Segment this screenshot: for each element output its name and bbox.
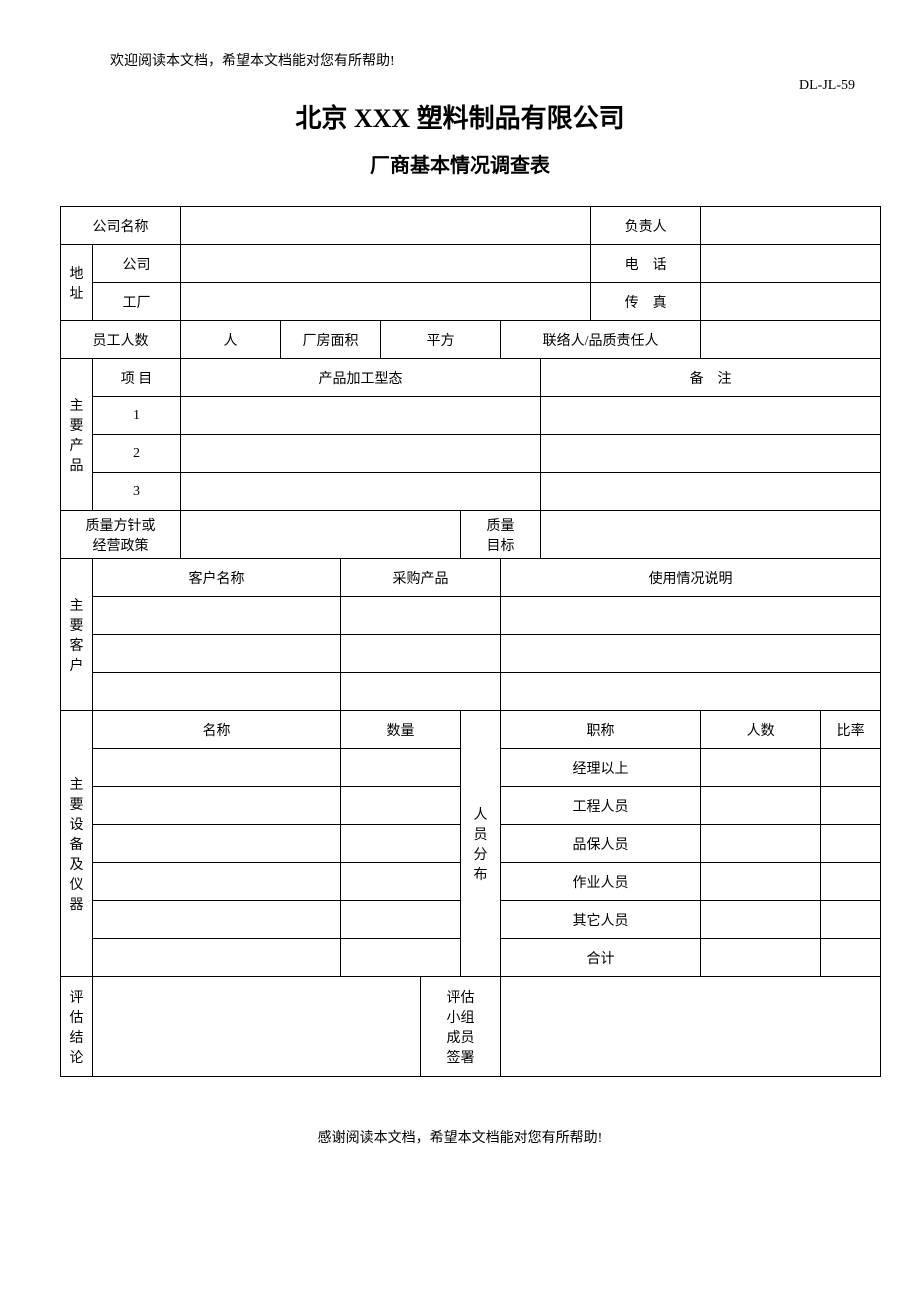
label-purchase-product: 采购产品 — [341, 559, 501, 597]
label-item: 项 目 — [93, 359, 181, 397]
label-company-name: 公司名称 — [61, 207, 181, 245]
label-eval-conclusion: 评估结论 — [61, 977, 93, 1077]
field-equip4-name[interactable] — [93, 863, 341, 901]
field-company-name[interactable] — [181, 207, 591, 245]
field-engineer-count[interactable] — [701, 787, 821, 825]
field-manager-count[interactable] — [701, 749, 821, 787]
field-total-ratio[interactable] — [821, 939, 881, 977]
field-customer3-name[interactable] — [93, 673, 341, 711]
page-subtitle: 厂商基本情况调查表 — [60, 149, 860, 178]
label-ratio-col: 比率 — [821, 711, 881, 749]
label-usage-desc: 使用情况说明 — [501, 559, 881, 597]
field-product1-type[interactable] — [181, 397, 541, 435]
field-equip1-name[interactable] — [93, 749, 341, 787]
field-operator-ratio[interactable] — [821, 863, 881, 901]
label-main-equipment: 主要设备及仪器 — [61, 711, 93, 977]
label-customer-name: 客户名称 — [93, 559, 341, 597]
label-eval-sign: 评估小组成员签署 — [421, 977, 501, 1077]
field-customer1-product[interactable] — [341, 597, 501, 635]
label-main-customers: 主要客户 — [61, 559, 93, 711]
field-factory-addr[interactable] — [181, 283, 591, 321]
label-main-products: 主要产品 — [61, 359, 93, 511]
field-manager-ratio[interactable] — [821, 749, 881, 787]
label-title-col: 职称 — [501, 711, 701, 749]
label-contact-qc: 联络人/品质责任人 — [501, 321, 701, 359]
document-code: DL-JL-59 — [60, 78, 860, 94]
label-phone: 电 话 — [591, 245, 701, 283]
field-product3-type[interactable] — [181, 473, 541, 511]
field-equip5-qty[interactable] — [341, 901, 461, 939]
label-factory-addr: 工厂 — [93, 283, 181, 321]
field-company-addr[interactable] — [181, 245, 591, 283]
label-qc: 品保人员 — [501, 825, 701, 863]
label-address: 地址 — [61, 245, 93, 321]
footer-note: 感谢阅读本文档，希望本文档能对您有所帮助! — [60, 1127, 860, 1147]
label-total: 合计 — [501, 939, 701, 977]
field-customer2-name[interactable] — [93, 635, 341, 673]
field-customer1-usage[interactable] — [501, 597, 881, 635]
field-product1-remarks[interactable] — [541, 397, 881, 435]
field-qc-ratio[interactable] — [821, 825, 881, 863]
label-area: 厂房面积 — [281, 321, 381, 359]
field-customer2-usage[interactable] — [501, 635, 881, 673]
field-responsible[interactable] — [701, 207, 881, 245]
field-eval-sign[interactable] — [501, 977, 881, 1077]
field-equip6-qty[interactable] — [341, 939, 461, 977]
label-quality-target: 质量目标 — [461, 511, 541, 559]
label-other: 其它人员 — [501, 901, 701, 939]
label-company-addr: 公司 — [93, 245, 181, 283]
field-equip3-name[interactable] — [93, 825, 341, 863]
label-personnel-dist: 人员分布 — [461, 711, 501, 977]
label-row3: 3 — [93, 473, 181, 511]
field-quality-policy[interactable] — [181, 511, 461, 559]
label-operator: 作业人员 — [501, 863, 701, 901]
label-employee-count: 员工人数 — [61, 321, 181, 359]
field-product3-remarks[interactable] — [541, 473, 881, 511]
label-equipment-qty: 数量 — [341, 711, 461, 749]
label-equipment-name: 名称 — [93, 711, 341, 749]
field-quality-target[interactable] — [541, 511, 881, 559]
field-product2-remarks[interactable] — [541, 435, 881, 473]
field-other-count[interactable] — [701, 901, 821, 939]
field-equip1-qty[interactable] — [341, 749, 461, 787]
field-equip2-name[interactable] — [93, 787, 341, 825]
field-customer3-usage[interactable] — [501, 673, 881, 711]
field-equip6-name[interactable] — [93, 939, 341, 977]
field-qc-count[interactable] — [701, 825, 821, 863]
field-contact-qc[interactable] — [701, 321, 881, 359]
label-remarks: 备 注 — [541, 359, 881, 397]
field-other-ratio[interactable] — [821, 901, 881, 939]
label-responsible: 负责人 — [591, 207, 701, 245]
field-phone[interactable] — [701, 245, 881, 283]
field-product2-type[interactable] — [181, 435, 541, 473]
field-customer1-name[interactable] — [93, 597, 341, 635]
label-product-type: 产品加工型态 — [181, 359, 541, 397]
label-sqm: 平方 — [381, 321, 501, 359]
label-manager: 经理以上 — [501, 749, 701, 787]
survey-form-table: 公司名称 负责人 地址 公司 电 话 工厂 传 真 员工人数 人 厂房面积 平方… — [60, 206, 881, 1077]
label-people: 人 — [181, 321, 281, 359]
label-count-col: 人数 — [701, 711, 821, 749]
label-row1: 1 — [93, 397, 181, 435]
header-note: 欢迎阅读本文档，希望本文档能对您有所帮助! — [110, 50, 860, 70]
field-equip2-qty[interactable] — [341, 787, 461, 825]
page-title: 北京 XXX 塑料制品有限公司 — [60, 98, 860, 135]
field-customer2-product[interactable] — [341, 635, 501, 673]
field-customer3-product[interactable] — [341, 673, 501, 711]
label-row2: 2 — [93, 435, 181, 473]
label-quality-policy: 质量方针或经营政策 — [61, 511, 181, 559]
field-engineer-ratio[interactable] — [821, 787, 881, 825]
label-engineer: 工程人员 — [501, 787, 701, 825]
field-equip5-name[interactable] — [93, 901, 341, 939]
field-equip3-qty[interactable] — [341, 825, 461, 863]
field-eval-conclusion[interactable] — [93, 977, 421, 1077]
field-total-count[interactable] — [701, 939, 821, 977]
label-fax: 传 真 — [591, 283, 701, 321]
field-operator-count[interactable] — [701, 863, 821, 901]
field-fax[interactable] — [701, 283, 881, 321]
field-equip4-qty[interactable] — [341, 863, 461, 901]
